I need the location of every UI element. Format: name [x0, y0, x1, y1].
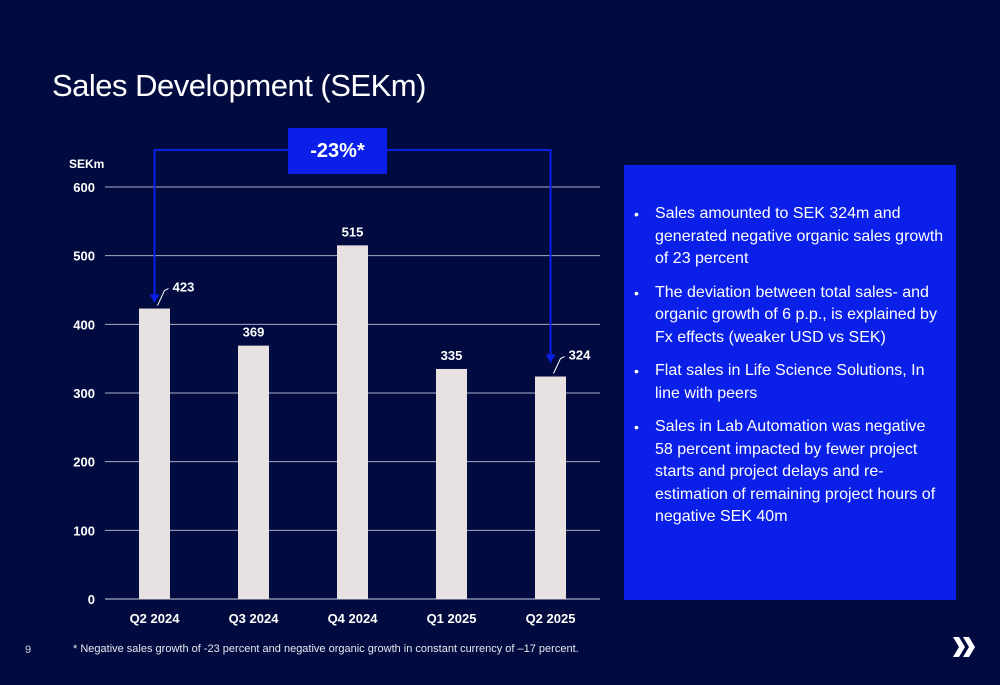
growth-arrowhead [545, 354, 556, 363]
commentary-box: Sales amounted to SEK 324m and generated… [624, 165, 956, 600]
data-label: 369 [243, 325, 265, 340]
data-label: 324 [569, 348, 591, 363]
commentary-bullet: The deviation between total sales- and o… [632, 282, 946, 350]
footnote: * Negative sales growth of -23 percent a… [73, 643, 579, 655]
bar [139, 308, 170, 599]
company-logo-icon [953, 637, 975, 657]
page-number: 9 [25, 644, 32, 656]
data-label: 515 [342, 224, 364, 239]
commentary-bullet: Sales amounted to SEK 324m and generated… [632, 203, 946, 271]
x-tick-label: Q4 2024 [328, 611, 379, 626]
growth-badge: -23%* [288, 128, 387, 174]
slide-title: Sales Development (SEKm) [52, 68, 426, 103]
data-label-leader [157, 288, 169, 306]
y-tick-label: 500 [73, 249, 95, 264]
data-label: 335 [441, 348, 463, 363]
bar [535, 376, 566, 599]
y-tick-label: 100 [73, 523, 95, 538]
y-tick-label: 600 [73, 180, 95, 195]
growth-arrowhead [149, 294, 160, 303]
sales-bar-chart: 0 100 200 300 400 500 600 SEKm Q2 2024 Q3 2024 Q4 … [69, 149, 600, 626]
data-label-leader [553, 356, 565, 374]
data-label: 423 [173, 280, 195, 295]
x-tick-label: Q2 2024 [130, 611, 181, 626]
y-tick-label: 200 [73, 455, 95, 470]
bar [337, 245, 368, 599]
commentary-bullet: Flat sales in Life Science Solutions, In… [632, 360, 946, 405]
y-axis-label: SEKm [69, 157, 104, 171]
commentary-bullet: Sales in Lab Automation was negative 58 … [632, 416, 946, 529]
bar [436, 368, 467, 599]
commentary-list: Sales amounted to SEK 324m and generated… [632, 203, 946, 529]
bar [238, 345, 269, 599]
x-tick-label: Q3 2024 [229, 611, 280, 626]
x-tick-label: Q2 2025 [526, 611, 576, 626]
y-tick-label: 0 [88, 592, 95, 607]
y-tick-label: 400 [73, 317, 95, 332]
x-tick-label: Q1 2025 [427, 611, 477, 626]
y-tick-label: 300 [73, 386, 95, 401]
